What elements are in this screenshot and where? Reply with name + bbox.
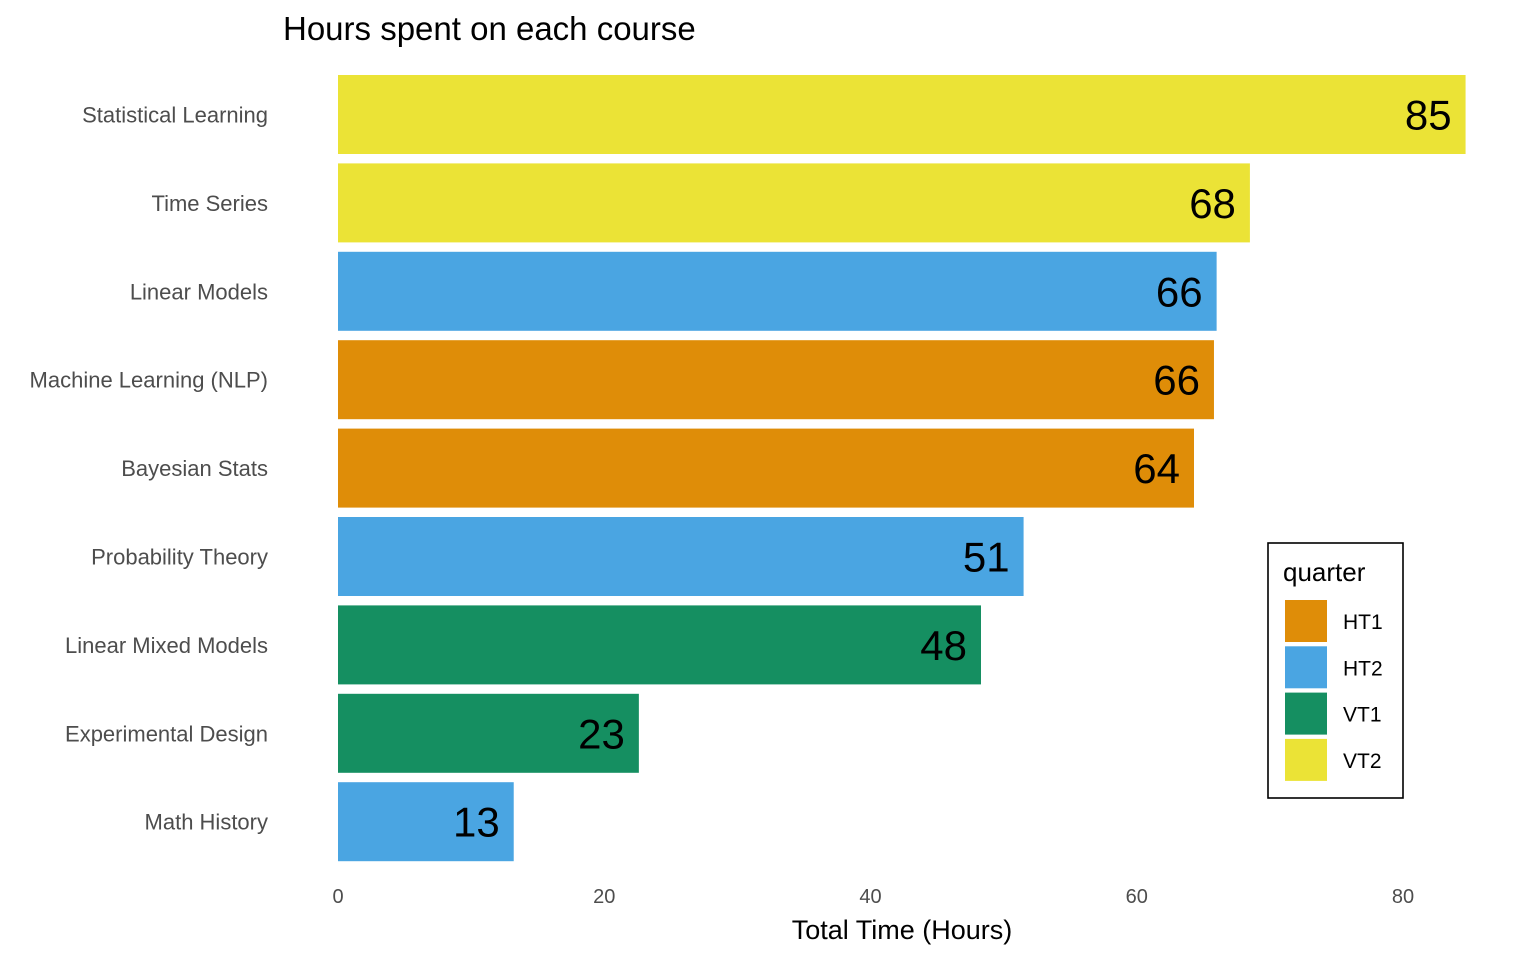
- bar-value-linear-mixed-models: 48: [920, 622, 967, 669]
- bars-layer: 85 68 66 66 64 51 48 23 13: [338, 75, 1466, 862]
- chart-title: Hours spent on each course: [283, 10, 696, 47]
- bar-linear-mixed-models: [338, 605, 981, 685]
- bar-value-math-history: 13: [453, 799, 500, 846]
- legend-key-ht1: [1285, 600, 1327, 642]
- bar-value-experimental-design: 23: [578, 710, 625, 757]
- category-label-linear-models: Linear Models: [130, 279, 268, 304]
- bar-value-time-series: 68: [1189, 180, 1236, 227]
- x-axis-title: Total Time (Hours): [792, 915, 1013, 945]
- bar-statistical-learning: [338, 75, 1466, 154]
- category-label-bayesian-stats: Bayesian Stats: [121, 456, 268, 481]
- legend: quarter HT1 HT2 VT1 VT2: [1267, 542, 1404, 799]
- bar-value-machine-learning-nlp: 66: [1153, 357, 1200, 404]
- bar-value-linear-models: 66: [1156, 268, 1203, 315]
- legend-label-vt1: VT1: [1343, 704, 1382, 727]
- bar-value-bayesian-stats: 64: [1133, 445, 1180, 492]
- legend-items: HT1 HT2 VT1 VT2: [1285, 600, 1383, 781]
- bar-linear-models: [338, 251, 1217, 331]
- category-label-probability-theory: Probability Theory: [91, 545, 268, 570]
- bar-bayesian-stats: [338, 428, 1194, 508]
- x-tick-label-40: 40: [859, 886, 881, 908]
- legend-title: quarter: [1283, 557, 1366, 587]
- legend-key-ht2: [1285, 646, 1327, 689]
- bar-value-probability-theory: 51: [963, 534, 1010, 581]
- bar-math-history: [338, 782, 514, 862]
- bar-value-statistical-learning: 85: [1405, 92, 1452, 139]
- category-label-experimental-design: Experimental Design: [65, 721, 268, 746]
- x-tick-label-20: 20: [593, 886, 615, 908]
- category-label-linear-mixed-models: Linear Mixed Models: [65, 633, 268, 658]
- category-label-statistical-learning: Statistical Learning: [82, 103, 268, 128]
- legend-label-vt2: VT2: [1343, 750, 1382, 773]
- x-tick-label-0: 0: [332, 886, 343, 908]
- bar-time-series: [338, 163, 1250, 243]
- x-axis-ticks: 0 20 40 60 80: [332, 886, 1414, 908]
- x-tick-label-80: 80: [1392, 886, 1414, 908]
- category-label-math-history: Math History: [145, 810, 268, 835]
- legend-label-ht2: HT2: [1343, 657, 1383, 680]
- x-tick-label-60: 60: [1126, 886, 1148, 908]
- category-label-time-series: Time Series: [151, 191, 268, 216]
- legend-key-vt2: [1285, 738, 1327, 781]
- bar-experimental-design: [338, 693, 639, 773]
- bar-machine-learning-nlp: [338, 340, 1214, 420]
- legend-key-vt1: [1285, 692, 1327, 735]
- bar-probability-theory: [338, 517, 1024, 596]
- category-label-machine-learning-nlp: Machine Learning (NLP): [30, 368, 268, 393]
- category-labels: Statistical Learning Time Series Linear Mo…: [30, 103, 268, 835]
- legend-label-ht1: HT1: [1343, 611, 1383, 634]
